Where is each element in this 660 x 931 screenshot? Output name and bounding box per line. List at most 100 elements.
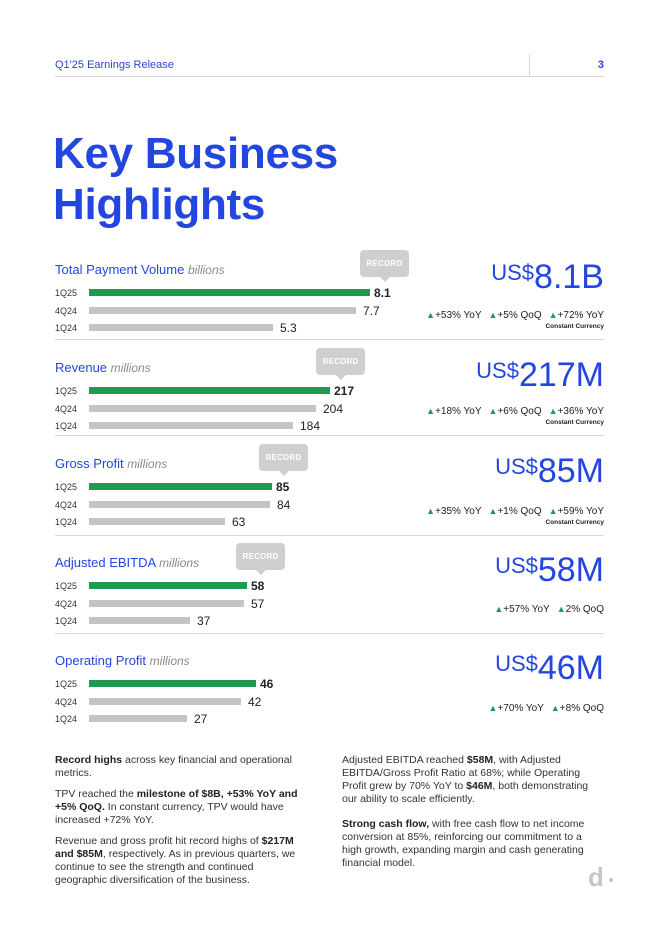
bar bbox=[89, 405, 316, 412]
growth-figures: ▲+18% YoY ▲+6% QoQ ▲+36% YoY bbox=[419, 406, 604, 417]
up-triangle-icon: ▲ bbox=[548, 506, 558, 516]
bar-label: 4Q24 bbox=[55, 404, 78, 414]
bar-value: 57 bbox=[251, 597, 265, 611]
bar-value: 217 bbox=[334, 384, 355, 398]
up-triangle-icon: ▲ bbox=[548, 406, 558, 416]
bar-value: 204 bbox=[323, 402, 344, 416]
bar bbox=[89, 698, 241, 705]
bar-value: 46 bbox=[260, 677, 274, 691]
metric-section: Total Payment Volume billions 1Q25 8.1 4Q24… bbox=[55, 250, 604, 340]
bar-label: 1Q25 bbox=[55, 288, 78, 298]
up-triangle-icon: ▲ bbox=[556, 604, 566, 614]
bar bbox=[89, 582, 247, 589]
up-triangle-icon: ▲ bbox=[488, 310, 498, 320]
bar bbox=[89, 483, 272, 490]
bar-value: 58 bbox=[251, 579, 265, 593]
growth-figures: ▲+35% YoY ▲+1% QoQ ▲+59% YoY bbox=[419, 506, 604, 517]
bar bbox=[89, 307, 356, 314]
bar-label: 4Q24 bbox=[55, 697, 78, 707]
record-badge: RECORD bbox=[316, 348, 365, 380]
bar bbox=[89, 518, 225, 525]
page-header: Q1'25 Earnings Release 3 bbox=[55, 52, 604, 77]
up-triangle-icon: ▲ bbox=[488, 506, 498, 516]
bar-value: 63 bbox=[232, 515, 246, 529]
constant-currency-note: Constant Currency bbox=[545, 519, 604, 526]
bar-value: 27 bbox=[194, 712, 208, 726]
growth-item: ▲+57% YoY bbox=[494, 604, 550, 615]
growth-item: ▲2% QoQ bbox=[556, 604, 604, 615]
metric-section: Gross Profit millions 1Q25 85 4Q24 84 1Q24 63 R… bbox=[55, 444, 604, 536]
growth-item: ▲+36% YoY bbox=[548, 406, 604, 417]
up-triangle-icon: ▲ bbox=[548, 310, 558, 320]
metric-title: Adjusted EBITDA millions bbox=[55, 555, 200, 570]
growth-item: ▲+6% QoQ bbox=[488, 406, 542, 417]
bar-value: 42 bbox=[248, 695, 262, 709]
metric-section: Revenue millions 1Q25 217 4Q24 204 1Q24 184 REC… bbox=[55, 348, 604, 436]
growth-item: ▲+1% QoQ bbox=[488, 506, 542, 517]
growth-figures: ▲+70% YoY ▲+8% QoQ bbox=[482, 703, 604, 714]
paragraph: Adjusted EBITDA reached $58M, with Adjus… bbox=[342, 754, 589, 805]
text-column-right: Adjusted EBITDA reached $58M, with Adjus… bbox=[342, 754, 595, 878]
growth-item: ▲+53% YoY bbox=[426, 310, 482, 321]
bar-label: 1Q25 bbox=[55, 679, 78, 689]
company-logo: d bbox=[588, 862, 604, 892]
growth-item: ▲+5% QoQ bbox=[488, 310, 542, 321]
metric-headline: US$46M bbox=[495, 649, 604, 687]
up-triangle-icon: ▲ bbox=[426, 506, 436, 516]
bar bbox=[89, 715, 187, 722]
bar-label: 4Q24 bbox=[55, 500, 78, 510]
bar bbox=[89, 324, 273, 331]
metric-title: Revenue millions bbox=[55, 360, 151, 375]
page-title: Key Business Highlights bbox=[53, 129, 338, 229]
bar bbox=[89, 289, 370, 296]
bar-label: 1Q24 bbox=[55, 323, 78, 333]
up-triangle-icon: ▲ bbox=[550, 703, 560, 713]
bar-label: 1Q24 bbox=[55, 616, 78, 626]
bar-value: 37 bbox=[197, 614, 211, 628]
metric-headline: US$85M bbox=[495, 452, 604, 490]
bar-label: 1Q24 bbox=[55, 517, 78, 527]
metric-headline: US$58M bbox=[495, 551, 604, 589]
record-badge: RECORD bbox=[360, 250, 409, 282]
constant-currency-note: Constant Currency bbox=[545, 419, 604, 426]
bar-label: 1Q25 bbox=[55, 581, 78, 591]
record-badge: RECORD bbox=[236, 543, 285, 575]
bar-label: 1Q25 bbox=[55, 386, 78, 396]
metric-title: Operating Profit millions bbox=[55, 653, 190, 668]
report-title: Q1'25 Earnings Release bbox=[55, 59, 174, 71]
metric-title: Total Payment Volume billions bbox=[55, 262, 225, 277]
metric-section: Operating Profit millions 1Q25 46 4Q24 42 1Q2… bbox=[55, 649, 604, 733]
bar-label: 1Q24 bbox=[55, 714, 78, 724]
growth-item: ▲+35% YoY bbox=[426, 506, 482, 517]
up-triangle-icon: ▲ bbox=[488, 703, 498, 713]
bar-value: 5.3 bbox=[280, 321, 297, 335]
text-column-left: Record highs across key financial and op… bbox=[55, 754, 308, 895]
logo-dot bbox=[609, 878, 613, 882]
bar bbox=[89, 680, 256, 687]
bar-value: 7.7 bbox=[363, 304, 380, 318]
bar-label: 1Q25 bbox=[55, 482, 78, 492]
growth-item: ▲+8% QoQ bbox=[550, 703, 604, 714]
bar-label: 4Q24 bbox=[55, 599, 78, 609]
growth-figures: ▲+53% YoY ▲+5% QoQ ▲+72% YoY bbox=[419, 310, 604, 321]
bar-label: 1Q24 bbox=[55, 421, 78, 431]
bar bbox=[89, 387, 330, 394]
bar bbox=[89, 422, 293, 429]
metric-headline: US$217M bbox=[476, 356, 604, 394]
paragraph: Revenue and gross profit hit record high… bbox=[55, 835, 296, 886]
up-triangle-icon: ▲ bbox=[426, 310, 436, 320]
up-triangle-icon: ▲ bbox=[494, 604, 504, 614]
bar-label: 4Q24 bbox=[55, 306, 78, 316]
constant-currency-note: Constant Currency bbox=[545, 323, 604, 330]
bar bbox=[89, 600, 244, 607]
growth-item: ▲+72% YoY bbox=[548, 310, 604, 321]
growth-item: ▲+59% YoY bbox=[548, 506, 604, 517]
paragraph: TPV reached the milestone of $8B, +53% Y… bbox=[55, 788, 298, 826]
paragraph: Record highs across key financial and op… bbox=[55, 754, 292, 779]
bar-value: 84 bbox=[277, 498, 291, 512]
metric-headline: US$8.1B bbox=[491, 258, 604, 296]
up-triangle-icon: ▲ bbox=[488, 406, 498, 416]
up-triangle-icon: ▲ bbox=[426, 406, 436, 416]
growth-item: ▲+70% YoY bbox=[488, 703, 544, 714]
record-badge: RECORD bbox=[259, 444, 308, 476]
